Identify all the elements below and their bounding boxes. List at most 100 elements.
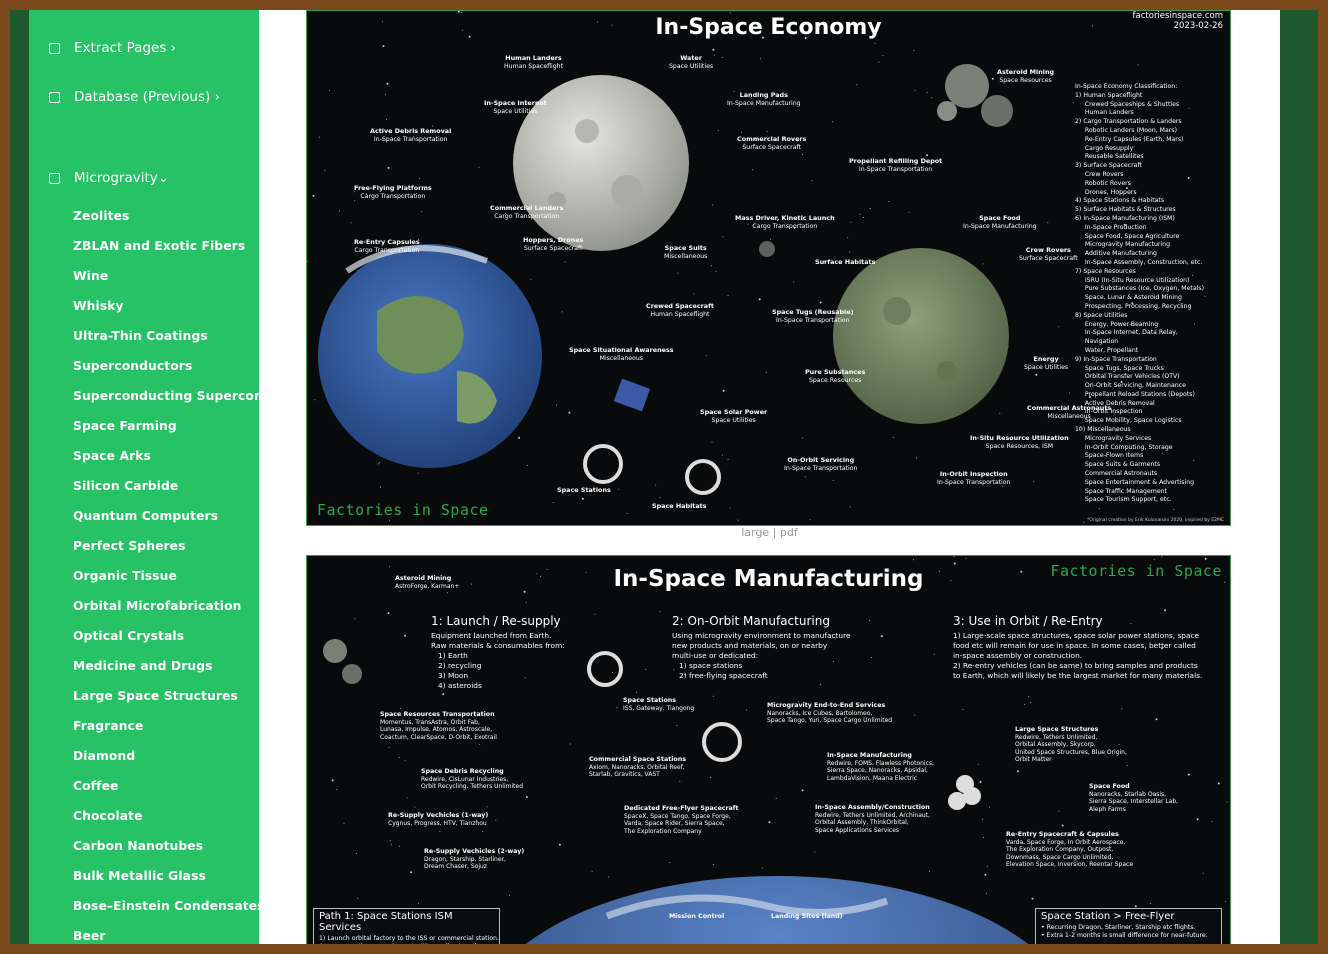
manufacturing-label: Re-Entry Spacecraft & Capsules Varda, Spa… [1006,831,1133,869]
checkbox-icon[interactable] [49,91,60,103]
star [962,709,964,710]
star [712,695,714,697]
star [1083,521,1085,523]
star [1058,810,1060,812]
sidebar-subitem[interactable]: Zeolites [73,209,130,223]
sidebar-subitem[interactable]: Quantum Computers [73,509,219,523]
star [849,506,851,508]
star [314,399,316,401]
label-subtitle: Surface Spacecraft [742,144,801,151]
star [336,789,338,791]
sidebar-subitem[interactable]: Organic Tissue [73,569,177,583]
sidebar-subitem[interactable]: Chocolate [73,809,143,823]
checkbox-icon[interactable] [49,42,60,54]
sidebar-subitem[interactable]: Beer [73,929,106,943]
star [387,612,390,615]
sidebar-subitem[interactable]: Coffee [73,779,119,793]
star [711,265,712,267]
star [1211,821,1213,823]
manufacturing-label: Space Debris Recycling Redwire, CisLunar … [421,768,523,791]
star [1084,85,1086,87]
star [387,166,390,169]
in-space-manufacturing-poster[interactable]: In-Space Manufacturing Factories in Spac… [306,555,1231,944]
in-space-economy-poster[interactable]: In-Space Economy factoriesinspace.com 202… [306,10,1231,526]
manufacturing-label: Large Space Structures Redwire, Tethers U… [1015,726,1127,764]
sidebar-subitem[interactable]: Optical Crystals [73,629,185,643]
star [729,12,731,14]
label-subtitle: In-Space Manufacturing [727,100,801,107]
label-subtitle: Space Resources [999,77,1052,84]
star [916,457,917,459]
checkbox-icon[interactable] [49,172,60,184]
label-subtitle: Miscellaneous [599,355,643,362]
star [385,94,386,96]
star [418,238,419,240]
star [417,472,419,474]
sidebar-subitem[interactable]: Diamond [73,749,136,763]
sidebar-subitem[interactable]: Fragrance [73,719,144,733]
sidebar-item-database-previous[interactable]: Database (Previous) › [49,89,220,105]
star [977,763,979,765]
sidebar-item-extract-pages[interactable]: Extract Pages › [49,40,176,56]
star [399,590,401,592]
star [793,226,796,229]
star [1058,326,1060,328]
sidebar-subitem[interactable]: Ultra-Thin Coatings [73,329,208,343]
economy-label: Space Stations [557,486,611,495]
sidebar-subitem[interactable]: Silicon Carbide [73,479,179,493]
sidebar-subitem[interactable]: Whisky [73,299,124,313]
star [926,154,929,157]
star [933,653,935,655]
manufacturing-label: Commercial Space Stations Axiom, Nanorack… [589,756,686,779]
label-subtitle: In-Space Transportation [937,479,1011,486]
star [414,806,416,808]
path-2-heading: Space Station > Free-Flyer [1041,911,1175,922]
star [713,54,715,56]
star [581,497,584,500]
star [1187,177,1190,179]
sidebar-subitem[interactable]: Space Farming [73,419,177,433]
path-2-box: Space Station > Free-Flyer • Recurring D… [1035,908,1222,944]
star [556,404,557,406]
star [1202,872,1204,874]
sidebar-subitem[interactable]: Medicine and Drugs [73,659,213,673]
sidebar-subitem[interactable]: Carbon Nanotubes [73,839,204,853]
star [678,66,680,68]
sidebar-subitem[interactable]: Orbital Microfabrication [73,599,242,613]
star [420,211,422,213]
sidebar-subitem[interactable]: Perfect Spheres [73,539,186,553]
star [561,311,563,313]
sidebar-subitem[interactable]: Wine [73,269,109,283]
star [1188,107,1190,109]
sidebar-subitem[interactable]: Space Arks [73,449,151,463]
star [1161,556,1163,558]
download-links[interactable]: large | pdf [741,526,798,539]
label-subtitle: Cargo Transportation [354,247,420,254]
star [705,355,707,357]
star [1021,729,1023,731]
sidebar-subitem[interactable]: Large Space Structures [73,689,238,703]
manufacturing-illustration [323,556,1228,944]
label-title: In-Space Assembly/Construction [815,804,930,811]
label-title: Asteroid Mining [395,575,452,582]
economy-label: Pure Substances Space Resources [805,368,865,385]
label-title: Energy [1033,355,1059,363]
star [727,294,729,296]
label-subtitle: Dragon, Starship, Starliner, Dream Chase… [424,855,506,871]
label-subtitle: Miscellaneous [664,253,708,260]
label-title: Hoppers, Drones [523,236,584,244]
star [659,611,661,613]
star [666,26,668,28]
label-title: Mission Control [669,913,725,920]
sidebar-subitem[interactable]: ZBLAN and Exotic Fibers [73,239,246,253]
label-subtitle: SpaceX, Space Tango, Space Forge, Varda,… [624,812,731,835]
sidebar-subitem[interactable]: Bose–Einstein Condensates [73,899,259,913]
column-2-text: Using microgravity environment to manufa… [672,631,851,680]
sidebar-subitem[interactable]: Bulk Metallic Glass [73,869,206,883]
star [597,21,599,23]
sidebar-item-microgravity[interactable]: Microgravity⌄ [49,170,169,186]
sidebar-subitem[interactable]: Superconductors [73,359,193,373]
sidebar-subitem[interactable]: Superconducting Supercomp [73,389,259,403]
star [1118,664,1120,666]
star [832,121,834,123]
